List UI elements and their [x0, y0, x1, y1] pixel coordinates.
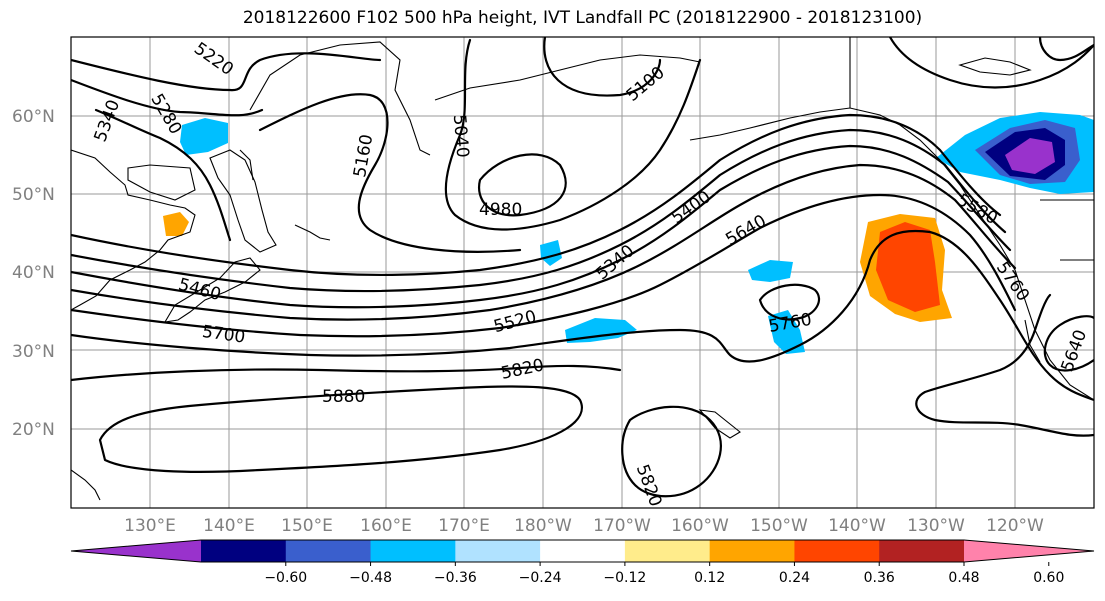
- colorbar-bin: [285, 540, 372, 562]
- lon-label: 130°W: [907, 516, 965, 536]
- latitude-labels: 60°N 50°N 40°N 30°N 20°N: [12, 107, 55, 440]
- colorbar-bin: [201, 540, 287, 562]
- lon-label: 160°E: [360, 516, 412, 536]
- lat-label: 20°N: [12, 420, 55, 440]
- lon-label: 170°W: [593, 516, 651, 536]
- colorbar-tick-label: −0.60: [264, 570, 307, 586]
- colorbar-tick-label: −0.24: [519, 570, 562, 586]
- colorbar-tick-label: 0.60: [1033, 570, 1064, 586]
- colorbar-tick-label: 0.36: [864, 570, 895, 586]
- contour-label: 5880: [322, 387, 365, 407]
- lon-label: 160°W: [671, 516, 729, 536]
- lon-label: 150°W: [750, 516, 808, 536]
- colorbar-tick-label: 0.24: [779, 570, 810, 586]
- height-contours: [71, 37, 1094, 498]
- colorbar-bin: [794, 540, 880, 562]
- colorbar-bin: [624, 540, 711, 562]
- lat-label: 40°N: [12, 263, 55, 283]
- map-frame: [70, 36, 1095, 509]
- colorbar-tick-label: −0.36: [434, 570, 477, 586]
- colorbar-tick-label: −0.48: [349, 570, 392, 586]
- lon-label: 170°E: [438, 516, 490, 536]
- lon-label: 130°E: [124, 516, 176, 536]
- lon-label: 150°E: [281, 516, 333, 536]
- colorbar: −0.60 −0.48 −0.36 −0.24 −0.12 0.12 0.24 0.36 0.4…: [70, 539, 1095, 586]
- lat-label: 60°N: [12, 107, 55, 127]
- colorbar-tick-label: −0.12: [603, 570, 646, 586]
- colorbar-tick-label: 0.48: [948, 570, 979, 586]
- colorbar-bin: [709, 540, 795, 562]
- lon-label: 140°W: [828, 516, 886, 536]
- colorbar-extend-low: [71, 540, 201, 562]
- colorbar-extend-high: [964, 540, 1094, 562]
- colorbar-outline: [70, 539, 1095, 563]
- lon-label: 180°W: [514, 516, 572, 536]
- longitude-labels: 130°E 140°E 150°E 160°E 170°E 180°W 170°…: [124, 516, 1044, 536]
- lat-label: 50°N: [12, 185, 55, 205]
- colorbar-tick-label: 0.12: [694, 570, 725, 586]
- contour-label: 5040: [449, 114, 473, 159]
- figure-title: 2018122600 F102 500 hPa height, IVT Land…: [242, 8, 923, 28]
- colorbar-bin: [455, 540, 541, 562]
- contour-label: 4980: [479, 200, 522, 220]
- lon-label: 140°E: [203, 516, 255, 536]
- lon-label: 120°W: [986, 516, 1044, 536]
- colorbar-bin: [540, 540, 626, 562]
- lat-label: 30°N: [12, 342, 55, 362]
- colorbar-bin: [879, 540, 965, 562]
- colorbar-bin: [370, 540, 456, 562]
